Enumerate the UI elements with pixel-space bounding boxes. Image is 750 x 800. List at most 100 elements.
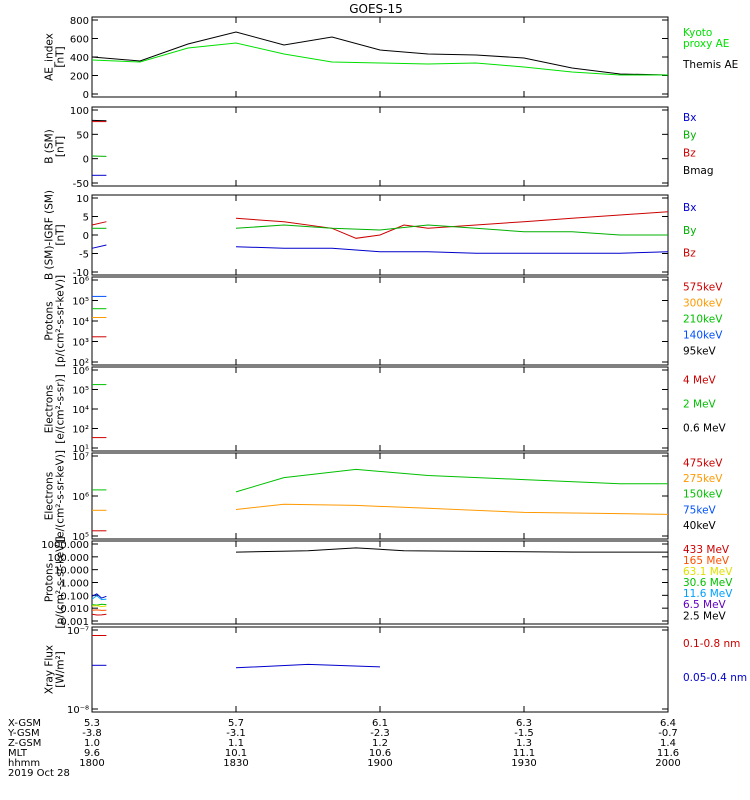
y-tick-label: 0 (83, 231, 89, 242)
y-tick-label: 50 (76, 130, 89, 141)
series-line (91, 593, 107, 599)
panel-4: 10² 10³ 10⁴ 10⁵ 10⁶ Protons [p/(cm²-s-sr-keV)]… (44, 275, 724, 369)
y-axis-label: Protons (44, 563, 56, 602)
y-tick-label: 10⁶ (72, 276, 89, 287)
legend-entry: Bz (683, 248, 696, 260)
y-tick-label: 10⁶ (72, 492, 89, 503)
series-line (235, 468, 668, 493)
legend-entry: 0.6 MeV (683, 422, 727, 434)
series-line (235, 663, 381, 669)
orbit-value: 6.3 (516, 718, 532, 729)
legend-entry: Bx (683, 202, 696, 214)
orbit-value: 10.6 (369, 748, 391, 759)
y-axis-label: Xray Flux (44, 645, 56, 694)
y-tick-label: 10² (72, 358, 89, 369)
y-tick-label: 0 (83, 90, 89, 101)
y-tick-label: 10⁵ (72, 297, 89, 308)
orbit-value: -1.5 (514, 728, 534, 739)
y-axis-label: B (SM) (44, 129, 56, 163)
orbit-value: 1830 (223, 758, 248, 769)
y-tick-label: 5 (83, 213, 89, 224)
y-tick-label: 10 (76, 194, 89, 205)
y-tick-label: 100.000 (48, 553, 89, 564)
panel-frame (91, 540, 669, 625)
y-axis-label: [nT] (55, 136, 67, 157)
orbit-value: 11.1 (513, 748, 535, 759)
orbit-value: 5.3 (84, 718, 100, 729)
y-tick-label: 10⁻⁷ (67, 626, 89, 637)
y-tick-label: 10⁷ (72, 452, 89, 463)
y-axis-label: [e/(cm²-s-sr)] (55, 374, 67, 443)
legend-entry: 433 MeV (683, 544, 730, 556)
legend-entry: proxy AE (683, 38, 729, 50)
orbit-value: -3.8 (82, 728, 102, 739)
orbit-value: 1900 (367, 758, 392, 769)
series-line (235, 547, 668, 553)
y-tick-label: 10² (72, 425, 89, 436)
y-tick-label: 800 (70, 16, 89, 27)
y-tick-label: 10⁵ (72, 532, 89, 543)
legend-entry: 140keV (683, 330, 723, 342)
y-axis-label: [p/(cm²-s-sr-keV)] (55, 536, 67, 628)
legend-entry: Kyoto (683, 27, 712, 39)
y-axis-label: [nT] (55, 46, 67, 67)
orbit-row-label: X-GSM (8, 718, 41, 729)
panel-2: -50 0 50 100 B (SM) [nT] Bx By Bz Bmag (44, 106, 714, 190)
legend-entry: 275keV (683, 473, 723, 485)
orbit-row-label: Y-GSM (7, 728, 40, 739)
legend-entry: 6.5 MeV (683, 599, 727, 611)
y-axis-label: [e/(cm²-s-sr-keV)] (55, 450, 67, 542)
orbit-value: 2000 (655, 758, 680, 769)
y-tick-label: 0.010 (60, 604, 89, 615)
series-line (235, 503, 669, 515)
y-axis-label: B (SM)-IGRF (SM) (44, 190, 56, 280)
legend-entry: 75keV (683, 504, 717, 516)
series-line (235, 246, 669, 254)
panel-3: -10 -5 0 5 10 B (SM)-IGRF (SM) [nT] Bx By Bz (44, 190, 697, 280)
y-axis-label: Electrons (44, 385, 56, 434)
y-tick-label: 1.000 (60, 579, 89, 590)
orbit-value: 10.1 (225, 748, 247, 759)
series-line (91, 609, 107, 611)
legend-entry: 150keV (683, 489, 723, 501)
y-axis-label: Protons (44, 301, 56, 340)
legend-entry: Bx (683, 112, 696, 124)
plot-title: GOES-15 (349, 2, 403, 16)
orbit-value: 9.6 (84, 748, 100, 759)
y-axis-label: AE_index (44, 33, 56, 81)
y-tick-label: 600 (70, 35, 89, 46)
legend-entry: 575keV (683, 282, 723, 294)
legend-entry: 2.5 MeV (683, 610, 727, 622)
panel-8: 10⁻⁸ 10⁻⁷ Xray Flux [W/m²] 0.1-0.8 nm 0.05-0.… (44, 626, 748, 716)
orbit-value: -2.3 (370, 728, 390, 739)
series-line (91, 42, 668, 76)
orbit-value: 1.2 (372, 738, 388, 749)
y-tick-label: 0 (83, 155, 89, 166)
series-line (91, 595, 107, 601)
panel-frame (91, 366, 669, 452)
series-line (235, 224, 668, 236)
legend-entry: 300keV (683, 298, 723, 310)
legend-entry: 4 MeV (683, 374, 717, 386)
orbit-value: 1930 (511, 758, 536, 769)
legend-entry: 95keV (683, 346, 717, 358)
y-tick-label: 10⁴ (72, 317, 89, 328)
orbit-value: 11.6 (657, 748, 679, 759)
legend-entry: 0.05-0.4 nm (683, 672, 747, 684)
series-line (91, 244, 107, 249)
orbit-value: 1800 (79, 758, 104, 769)
series-line (91, 31, 669, 76)
legend-entry: By (683, 130, 696, 142)
y-tick-label: 0.100 (60, 591, 89, 602)
y-tick-label: 10.000 (54, 566, 89, 577)
orbit-row-label: 2019 Oct 28 (8, 768, 70, 779)
panel-5: 10¹ 10² 10⁴ 10⁵ 10⁶ Electrons [e/(cm²-s-sr)] 4 … (44, 366, 727, 455)
y-tick-label: 10⁵ (72, 386, 89, 397)
legend-entry: Bmag (683, 165, 714, 177)
orbit-value: 6.1 (372, 718, 388, 729)
panel-frame (91, 16, 669, 98)
orbit-value: -0.7 (658, 728, 678, 739)
orbit-row-label: Z-GSM (8, 738, 41, 749)
